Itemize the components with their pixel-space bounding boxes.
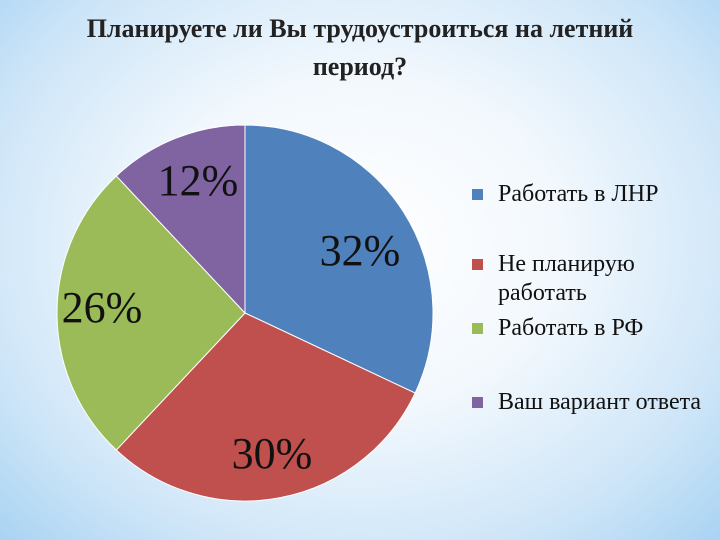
legend-label: Работать в РФ (498, 315, 644, 341)
slice-data-label: 12% (158, 156, 239, 205)
legend-swatch (472, 323, 483, 334)
legend-swatch (472, 189, 483, 200)
pie-slice (244, 124, 434, 394)
slice-data-label: 32% (320, 226, 401, 275)
pie-slice (56, 175, 246, 451)
legend-label: Работать в ЛНР (498, 181, 659, 207)
legend-label: Ваш вариант ответа (498, 389, 702, 415)
slice-data-label: 30% (232, 429, 313, 478)
pie-slice (115, 312, 416, 502)
slice-data-label: 26% (62, 283, 143, 332)
legend-label: Не планирую работать (498, 251, 635, 306)
chart-title: Планируете ли Вы трудоустроиться на летн… (86, 14, 634, 81)
pie-slice (115, 124, 246, 315)
legend-swatch (472, 397, 483, 408)
legend-swatch (472, 259, 483, 270)
